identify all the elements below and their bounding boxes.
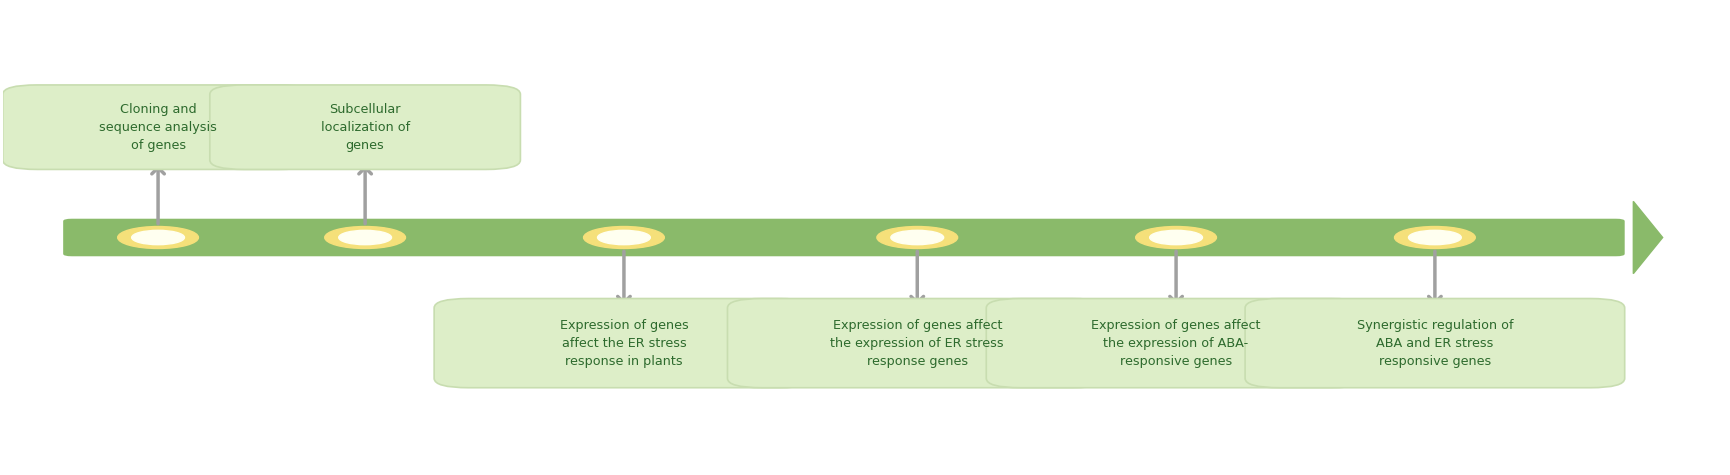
Text: Expression of genes
affect the ER stress
response in plants: Expression of genes affect the ER stress… xyxy=(559,319,689,368)
Circle shape xyxy=(877,227,957,248)
Circle shape xyxy=(597,230,650,245)
Circle shape xyxy=(339,230,391,245)
Polygon shape xyxy=(1633,201,1663,274)
Text: Cloning and
sequence analysis
of genes: Cloning and sequence analysis of genes xyxy=(99,103,216,152)
Circle shape xyxy=(1135,227,1216,248)
Text: Expression of genes affect
the expression of ER stress
response genes: Expression of genes affect the expressio… xyxy=(830,319,1003,368)
FancyBboxPatch shape xyxy=(1244,298,1624,388)
FancyBboxPatch shape xyxy=(3,85,313,170)
Circle shape xyxy=(131,230,185,245)
Circle shape xyxy=(583,227,664,248)
Circle shape xyxy=(1408,230,1460,245)
Circle shape xyxy=(891,230,943,245)
Circle shape xyxy=(118,227,199,248)
FancyBboxPatch shape xyxy=(62,218,1624,256)
FancyBboxPatch shape xyxy=(209,85,521,170)
FancyBboxPatch shape xyxy=(727,298,1107,388)
Text: Synergistic regulation of
ABA and ER stress
responsive genes: Synergistic regulation of ABA and ER str… xyxy=(1356,319,1512,368)
Text: Expression of genes affect
the expression of ABA-
responsive genes: Expression of genes affect the expressio… xyxy=(1090,319,1259,368)
FancyBboxPatch shape xyxy=(434,298,813,388)
Circle shape xyxy=(1149,230,1202,245)
FancyBboxPatch shape xyxy=(986,298,1365,388)
Circle shape xyxy=(325,227,405,248)
Text: Subcellular
localization of
genes: Subcellular localization of genes xyxy=(320,103,410,152)
Circle shape xyxy=(1394,227,1474,248)
